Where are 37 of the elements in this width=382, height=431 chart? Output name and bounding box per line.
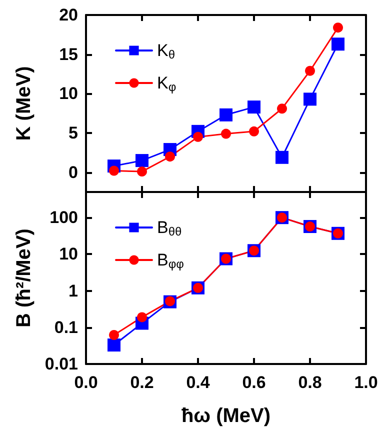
x-axis-title: ħω (MeV)	[181, 405, 271, 427]
point	[220, 108, 232, 122]
x-tick-label: 0.4	[186, 373, 210, 392]
y-tick-label: 20	[59, 6, 78, 24]
point	[136, 154, 148, 168]
point	[305, 66, 315, 76]
point	[109, 330, 119, 340]
point	[108, 338, 120, 352]
point	[249, 126, 259, 136]
y-tick-label: 10	[59, 244, 78, 264]
y-tick-label: 100	[50, 208, 78, 228]
y-tick-label: 15	[59, 44, 78, 64]
y-tick-label: 10	[59, 84, 78, 104]
point	[165, 152, 175, 162]
x-tick-label: 0.2	[130, 373, 154, 392]
point	[277, 104, 287, 114]
y-axis-title: B (ħ²/MeV)	[13, 228, 35, 328]
point	[248, 100, 260, 114]
x-tick-label: 0.6	[242, 373, 266, 392]
y-tick-label: 0.1	[54, 318, 78, 337]
x-tick-label: 1.0	[354, 373, 378, 392]
point	[109, 166, 119, 176]
point	[137, 312, 147, 322]
point	[193, 132, 203, 142]
y-tick-label: 0.01	[44, 354, 78, 374]
point	[333, 22, 343, 33]
point	[221, 128, 231, 139]
point	[332, 38, 344, 51]
point	[276, 150, 288, 164]
y-tick-label: 1	[68, 281, 78, 300]
y-tick-label: 0	[68, 162, 78, 182]
point	[137, 166, 147, 177]
y-tick-label: 5	[68, 124, 78, 142]
x-tick-label: 0.8	[298, 373, 322, 392]
point	[304, 92, 316, 106]
x-tick-label: 0.0	[74, 373, 98, 392]
y-axis-title: K (MeV)	[13, 66, 35, 141]
